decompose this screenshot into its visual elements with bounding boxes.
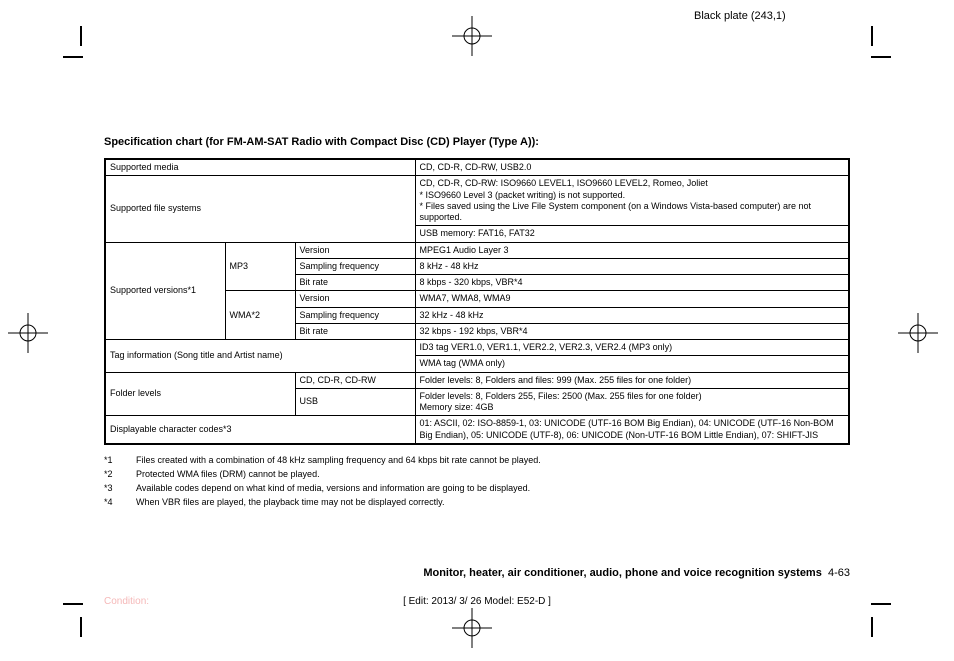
- cell-label: USB: [295, 388, 415, 416]
- registration-mark-icon: [452, 608, 492, 651]
- footnote-tag: *2: [104, 469, 122, 479]
- page-footer: Monitor, heater, air conditioner, audio,…: [423, 567, 850, 579]
- table-row: Displayable character codes*3 01: ASCII,…: [105, 416, 849, 444]
- main-content: Specification chart (for FM-AM-SAT Radio…: [104, 136, 850, 511]
- cell-value: 32 kHz - 48 kHz: [415, 307, 849, 323]
- cell-value: MPEG1 Audio Layer 3: [415, 242, 849, 258]
- footnote-row: *2 Protected WMA files (DRM) cannot be pl…: [104, 469, 850, 479]
- table-row: Folder levels CD, CD-R, CD-RW Folder lev…: [105, 372, 849, 388]
- crop-mark: [63, 56, 83, 58]
- cell-value: WMA tag (WMA only): [415, 356, 849, 372]
- cell-label: CD, CD-R, CD-RW: [295, 372, 415, 388]
- table-row: Supported versions*1 MP3 Version MPEG1 A…: [105, 242, 849, 258]
- registration-mark-icon: [898, 313, 938, 356]
- cell-label: MP3: [225, 242, 295, 291]
- crop-mark: [871, 617, 873, 637]
- cell-label: Sampling frequency: [295, 307, 415, 323]
- spec-chart-title: Specification chart (for FM-AM-SAT Radio…: [104, 136, 850, 148]
- cell-value: Folder levels: 8, Folders and files: 999…: [415, 372, 849, 388]
- edit-info: [ Edit: 2013/ 3/ 26 Model: E52-D ]: [0, 596, 954, 607]
- footnote-text: When VBR files are played, the playback …: [136, 497, 444, 507]
- cell-value: Folder levels: 8, Folders 255, Files: 25…: [415, 388, 849, 416]
- footnote-row: *3 Available codes depend on what kind of…: [104, 483, 850, 493]
- crop-mark: [80, 26, 82, 46]
- cell-label: Tag information (Song title and Artist n…: [105, 340, 415, 373]
- section-title: Monitor, heater, air conditioner, audio,…: [423, 567, 822, 579]
- cell-label: Sampling frequency: [295, 258, 415, 274]
- cell-label: Supported versions*1: [105, 242, 225, 340]
- specification-table: Supported media CD, CD-R, CD-RW, USB2.0 …: [104, 158, 850, 445]
- cell-value: 32 kbps - 192 kbps, VBR*4: [415, 323, 849, 339]
- table-row: Tag information (Song title and Artist n…: [105, 340, 849, 356]
- cell-value: CD, CD-R, CD-RW: ISO9660 LEVEL1, ISO9660…: [415, 176, 849, 226]
- cell-label: Supported file systems: [105, 176, 415, 242]
- registration-mark-icon: [8, 313, 48, 356]
- footnote-row: *1 Files created with a combination of 48…: [104, 455, 850, 465]
- crop-mark: [871, 56, 891, 58]
- cell-value: WMA7, WMA8, WMA9: [415, 291, 849, 307]
- cell-value: 01: ASCII, 02: ISO-8859-1, 03: UNICODE (…: [415, 416, 849, 444]
- crop-mark: [871, 26, 873, 46]
- cell-value: CD, CD-R, CD-RW, USB2.0: [415, 159, 849, 176]
- cell-label: WMA*2: [225, 291, 295, 340]
- cell-label: Version: [295, 242, 415, 258]
- cell-value: USB memory: FAT16, FAT32: [415, 226, 849, 242]
- footnote-text: Available codes depend on what kind of m…: [136, 483, 530, 493]
- cell-value: ID3 tag VER1.0, VER1.1, VER2.2, VER2.3, …: [415, 340, 849, 356]
- cell-value: 8 kbps - 320 kbps, VBR*4: [415, 275, 849, 291]
- cell-label: Folder levels: [105, 372, 295, 416]
- cell-label: Displayable character codes*3: [105, 416, 415, 444]
- footnote-text: Protected WMA files (DRM) cannot be play…: [136, 469, 320, 479]
- table-row: Supported file systems CD, CD-R, CD-RW: …: [105, 176, 849, 226]
- footnote-tag: *4: [104, 497, 122, 507]
- page-number: 4-63: [828, 567, 850, 579]
- footnotes: *1 Files created with a combination of 48…: [104, 455, 850, 507]
- cell-label: Supported media: [105, 159, 415, 176]
- footnote-row: *4 When VBR files are played, the playbac…: [104, 497, 850, 507]
- black-plate-text: Black plate (243,1): [694, 10, 786, 22]
- cell-label: Version: [295, 291, 415, 307]
- crop-mark: [80, 617, 82, 637]
- footnote-tag: *3: [104, 483, 122, 493]
- registration-mark-icon: [452, 16, 492, 59]
- footnote-tag: *1: [104, 455, 122, 465]
- cell-label: Bit rate: [295, 323, 415, 339]
- cell-label: Bit rate: [295, 275, 415, 291]
- table-row: Supported media CD, CD-R, CD-RW, USB2.0: [105, 159, 849, 176]
- footnote-text: Files created with a combination of 48 k…: [136, 455, 541, 465]
- cell-value: 8 kHz - 48 kHz: [415, 258, 849, 274]
